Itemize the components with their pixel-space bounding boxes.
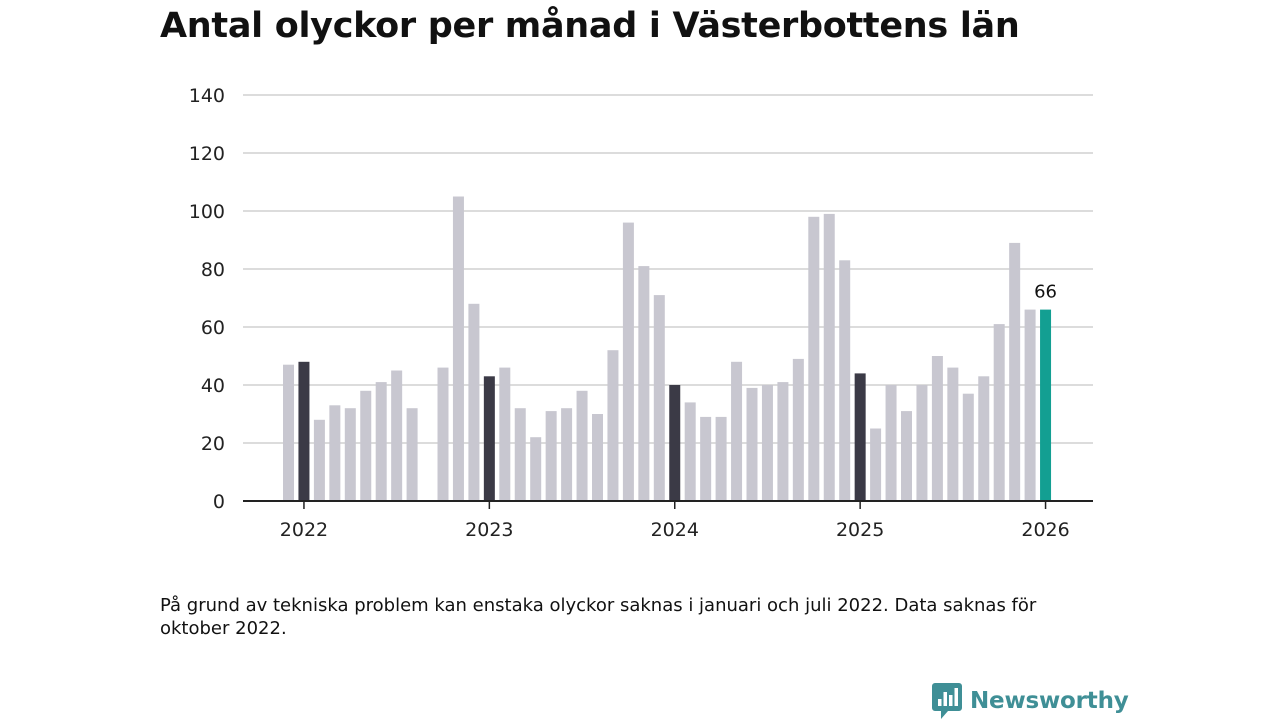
bar-2025-08[interactable]: 2025-08: 37 [962,393,974,501]
bars: 2021-12: 47 2022-01: 482022-02: 28 2022-03… [283,196,1052,502]
bar-2023-01[interactable]: 2023-01: 43 [483,376,495,501]
bar-2022-10[interactable]: 2022-10: 46 [437,367,449,501]
bar-2021-12[interactable]: 2021-12: 47 [283,364,294,501]
bar-2024-04[interactable]: 2024-04: 29 [715,416,727,501]
y-tick-label: 140 [189,85,225,107]
bar-2023-09[interactable]: 2023-09: 52 [607,350,619,501]
bar-2024-01[interactable]: 2024-01: 40 [669,385,681,501]
bar-2024-02[interactable]: 2024-02: 34 [684,402,696,501]
bar-2026-01[interactable]: 2026-01: 66 [1040,309,1052,501]
y-tick-label: 0 [213,491,225,513]
bar-2022-12[interactable]: 2022-12: 68 [468,303,480,501]
bar-2023-10[interactable]: 2023-10: 96 [622,222,634,501]
bar-2023-08[interactable]: 2023-08: 30 [592,414,603,501]
newsworthy-logo-icon [932,683,962,719]
data-label-latest: 66 [1034,282,1057,303]
bar-2024-08[interactable]: 2024-08: 41 [777,382,789,501]
x-tick-label: 2025 [836,519,884,541]
bar-2025-01[interactable]: 2025-01: 44 [854,373,866,501]
bar-2022-08[interactable]: 2022-08: 32 [406,408,418,501]
bar-2023-05[interactable]: 2023-05: 31 [545,411,557,501]
y-tick-label: 80 [201,259,225,281]
bar-2024-12[interactable]: 2024-12: 83 [839,260,851,501]
bar-2024-10[interactable]: 2024-10: 98 [808,216,820,502]
x-tick-label: 2022 [280,519,328,541]
brand-name: Newsworthy [970,687,1129,714]
bar-2023-02[interactable]: 2023-02: 46 [499,367,511,501]
bar-2024-07[interactable]: 2024-07: 40 [761,385,773,501]
bar-2023-11[interactable]: 2023-11: 81 [638,266,650,501]
axes [243,500,1093,509]
bar-2025-07[interactable]: 2025-07: 46 [947,367,959,501]
y-tick-label: 100 [189,201,225,223]
y-tick-label: 60 [201,317,225,339]
bar-2022-04[interactable]: 2022-04: 32 [344,408,356,501]
x-tick-label: 2023 [465,519,513,541]
bar-2022-05[interactable]: 2022-05: 38 [360,390,372,501]
bar-2025-02[interactable]: 2025-02: 25 [870,428,882,502]
y-tick-label: 120 [189,143,225,165]
bar-2024-11[interactable]: 2024-11: 99 [823,213,835,501]
y-tick-label: 20 [201,433,225,455]
bar-2023-07[interactable]: 2023-07: 38 [576,390,588,501]
bar-2023-06[interactable]: 2023-06: 32 [561,408,573,501]
footnote: På grund av tekniska problem kan enstaka… [160,595,1037,639]
bar-2024-05[interactable]: 2024-05: 48 [731,361,743,501]
bar-2025-03[interactable]: 2025-03: 40 [885,385,897,501]
bar-2022-03[interactable]: 2022-03: 33 [329,405,341,501]
y-tick-label: 40 [201,375,225,397]
bar-2022-02[interactable]: 2022-02: 28 [313,419,325,501]
bar-2024-03[interactable]: 2024-03: 29 [700,416,712,501]
newsworthy-brand[interactable]: Newsworthy [932,683,1129,719]
labels: 0 20 40 60 80 100 120 140 2022 2023 2024 2025 2026 66 [189,85,1070,541]
bar-2025-06[interactable]: 2025-06: 50 [931,356,943,501]
x-tick-label: 2024 [651,519,699,541]
bar-2025-11[interactable]: 2025-11: 89 [1009,242,1021,501]
bar-2025-09[interactable]: 2025-09: 43 [978,376,990,501]
bar-2025-04[interactable]: 2025-04: 31 [901,411,912,501]
bar-2025-12[interactable]: 2025-12: 66 [1024,309,1036,501]
bar-2024-09[interactable]: 2024-09: 49 [792,358,804,501]
bar-2023-03[interactable]: 2023-03: 32 [514,408,526,501]
bar-2024-06[interactable]: 2024-06: 39 [746,387,758,501]
bar-2023-04[interactable]: 2023-04: 22 [530,437,542,501]
bar-2025-05[interactable]: 2025-05: 40 [916,385,928,501]
bar-2022-01[interactable]: 2022-01: 48 [298,361,310,501]
bar-2025-10[interactable]: 2025-10: 61 [993,324,1005,501]
bar-2022-07[interactable]: 2022-07: 45 [391,370,403,502]
bar-2022-11[interactable]: 2022-11: 105 [452,196,464,502]
chart-title: Antal olyckor per månad i Västerbottens … [160,6,1020,46]
bar-2023-12[interactable]: 2023-12: 71 [653,295,665,501]
x-tick-label: 2026 [1021,519,1069,541]
bar-2022-06[interactable]: 2022-06: 41 [375,382,387,501]
